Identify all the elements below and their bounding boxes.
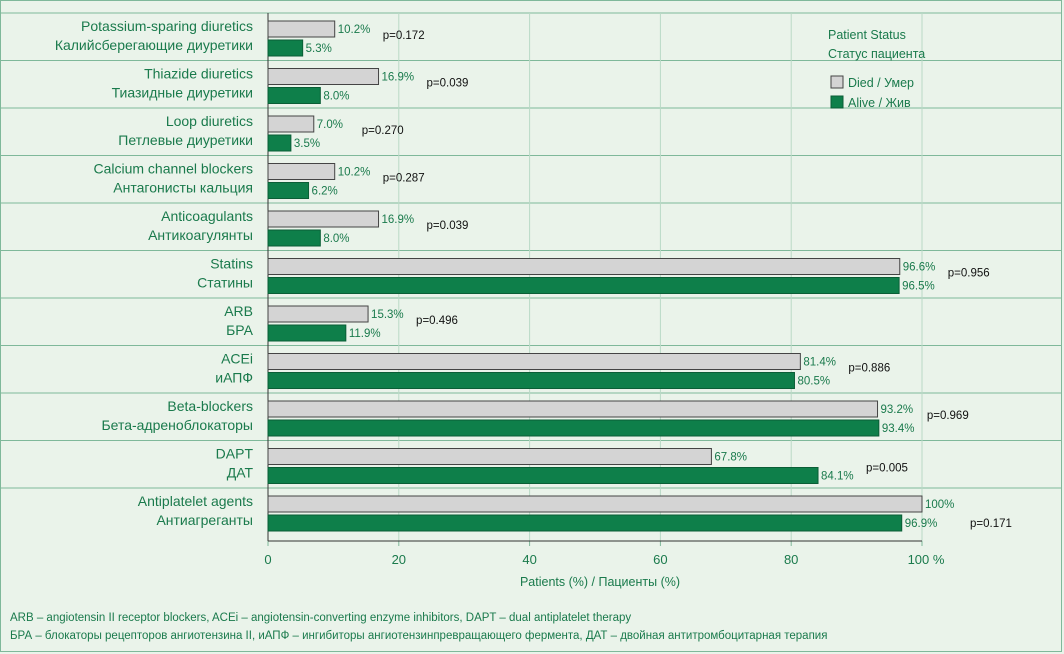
data-label-alive: 8.0% [323, 233, 349, 245]
x-tick-label: 20 [392, 552, 406, 567]
category-label-en: Statins [210, 256, 253, 272]
bar-died [267, 163, 336, 180]
bar-alive [267, 372, 795, 389]
category-label-ru: Калийсберегающие диуретики [55, 37, 253, 53]
bar-alive [267, 324, 347, 342]
data-label-died: 100% [925, 499, 954, 511]
p-value-label: p=0.287 [383, 173, 425, 185]
category-label-en: Potassium-sparing diuretics [81, 18, 253, 34]
p-value-label: p=0.496 [416, 315, 458, 327]
category-label-en: ARB [224, 303, 253, 319]
p-value-label: p=0.039 [427, 78, 469, 90]
p-value-label: p=0.886 [848, 363, 890, 375]
legend-label-died: Died / Умер [848, 76, 914, 90]
bar-died [267, 353, 801, 370]
bar-alive [267, 277, 900, 294]
legend-swatch-died [830, 75, 844, 89]
x-tick-label: 60 [653, 552, 667, 567]
p-value-label: p=0.956 [948, 268, 990, 280]
category-label-en: Calcium channel blockers [93, 161, 253, 177]
category-label-en: Antiplatelet agents [138, 493, 253, 509]
data-label-died: 16.9% [382, 214, 415, 226]
data-label-alive: 96.9% [905, 518, 938, 530]
category-label-ru: Петлевые диуретики [118, 132, 253, 148]
bar-died [267, 495, 923, 513]
bar-died [267, 448, 712, 465]
data-label-died: 81.4% [803, 357, 836, 369]
bar-died [267, 20, 336, 38]
category-label-ru: Антиагреганты [156, 512, 253, 528]
data-label-died: 10.2% [338, 24, 371, 36]
bar-alive [267, 87, 321, 104]
category-label-en: Beta-blockers [167, 398, 253, 414]
x-tick-label: 0 [264, 552, 271, 567]
data-label-died: 93.2% [881, 404, 914, 416]
category-label-ru: Антикоагулянты [148, 227, 253, 243]
category-label-ru: БРА [226, 322, 254, 338]
bar-died [267, 400, 879, 418]
data-label-alive: 84.1% [821, 471, 854, 483]
legend-title-ru: Статус пациента [828, 47, 925, 61]
category-label-en: Thiazide diuretics [144, 66, 253, 82]
bar-alive [267, 419, 880, 437]
data-label-died: 15.3% [371, 309, 404, 321]
bar-alive [267, 39, 304, 57]
category-label-en: Anticoagulants [161, 208, 253, 224]
bar-alive [267, 229, 321, 247]
category-label-ru: ДАТ [227, 465, 254, 481]
x-axis-title: Patients (%) / Пациенты (%) [520, 575, 680, 589]
bar-alive [267, 467, 819, 484]
data-label-alive: 8.0% [323, 91, 349, 103]
x-tick-label: 80 [784, 552, 798, 567]
data-label-alive: 96.5% [902, 281, 935, 293]
bar-alive [267, 514, 903, 532]
category-label-en: ACEi [221, 351, 253, 367]
category-label-ru: Бета-адреноблокаторы [101, 417, 253, 433]
category-label-ru: Статины [197, 275, 253, 291]
p-value-label: p=0.039 [427, 220, 469, 232]
data-label-alive: 93.4% [882, 423, 915, 435]
data-label-died: 7.0% [317, 119, 343, 131]
bar-died [267, 305, 369, 323]
data-label-died: 16.9% [382, 72, 415, 84]
data-label-alive: 5.3% [306, 43, 332, 55]
category-label-ru: иАПФ [215, 370, 253, 386]
data-label-alive: 80.5% [797, 376, 830, 388]
legend-title-en: Patient Status [828, 28, 906, 42]
data-label-alive: 11.9% [349, 328, 381, 340]
footnote-english: ARB – angiotensin II receptor blockers, … [10, 612, 632, 624]
p-value-label: p=0.270 [362, 125, 404, 137]
category-label-en: Loop diuretics [166, 113, 253, 129]
bar-died [267, 68, 380, 85]
p-value-label: p=0.171 [970, 518, 1012, 530]
bar-alive [267, 182, 310, 199]
category-label-ru: Антагонисты кальция [113, 180, 253, 196]
legend-label-alive: Alive / Жив [848, 96, 911, 110]
bar-died [267, 210, 380, 228]
data-label-alive: 6.2% [312, 186, 338, 198]
category-label-ru: Тиазидные диуретики [112, 85, 253, 101]
x-tick-label: 100 % [908, 552, 945, 567]
bar-alive [267, 134, 292, 152]
legend-swatch-alive [830, 95, 844, 109]
data-label-died: 96.6% [903, 262, 936, 274]
bar-died [267, 258, 901, 275]
p-value-label: p=0.005 [866, 463, 908, 475]
data-label-died: 67.8% [714, 452, 747, 464]
data-label-died: 10.2% [338, 167, 371, 179]
data-label-alive: 3.5% [294, 138, 320, 150]
x-tick-label: 40 [522, 552, 536, 567]
bar-died [267, 115, 315, 133]
p-value-label: p=0.172 [383, 30, 425, 42]
footnote-russian: БРА – блокаторы рецепторов ангиотензина … [10, 630, 828, 642]
bar-chart: 0 20 40 60 80 100 % Patients (%) / Пациенты (%… [0, 12, 1062, 589]
p-value-label: p=0.969 [927, 410, 969, 422]
category-label-en: DAPT [216, 446, 254, 462]
